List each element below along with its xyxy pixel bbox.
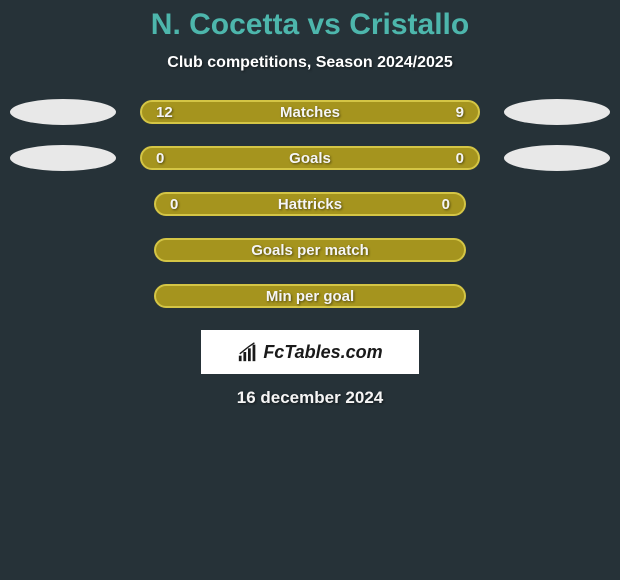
stat-label: Goals — [289, 150, 331, 167]
vs-text: vs — [299, 8, 349, 41]
title-row: N. Cocetta vs Cristallo — [0, 8, 620, 42]
stat-row: 0 Goals 0 — [0, 146, 620, 170]
stat-bar: Min per goal — [154, 284, 466, 308]
stat-row: 12 Matches 9 — [0, 100, 620, 124]
stat-left-value: 12 — [156, 104, 186, 121]
stat-right-value: 9 — [434, 104, 464, 121]
stat-label: Hattricks — [278, 196, 342, 213]
logo-box: FcTables.com — [201, 330, 419, 374]
player1-name: N. Cocetta — [151, 8, 299, 41]
stat-row: Goals per match — [0, 238, 620, 262]
logo-text: FcTables.com — [263, 342, 382, 363]
subtitle: Club competitions, Season 2024/2025 — [0, 54, 620, 72]
stat-row: 0 Hattricks 0 — [0, 192, 620, 216]
stat-bar: 0 Goals 0 — [140, 146, 480, 170]
stat-label: Matches — [280, 104, 340, 121]
stat-bar: 0 Hattricks 0 — [154, 192, 466, 216]
stat-label: Min per goal — [266, 288, 354, 305]
stat-right-value: 0 — [420, 196, 450, 213]
chart-icon — [237, 341, 259, 363]
stat-left-value: 0 — [156, 150, 186, 167]
logo-content: FcTables.com — [237, 341, 382, 363]
stats-container: 12 Matches 9 0 Goals 0 0 Hattricks 0 Goals per ma… — [0, 100, 620, 308]
team-badge-right — [504, 145, 610, 171]
stat-bar: Goals per match — [154, 238, 466, 262]
page-title: N. Cocetta vs Cristallo — [151, 8, 469, 41]
player2-name: Cristallo — [349, 8, 469, 41]
stat-row: Min per goal — [0, 284, 620, 308]
date-line: 16 december 2024 — [0, 388, 620, 408]
team-badge-left — [10, 145, 116, 171]
main-container: N. Cocetta vs Cristallo Club competition… — [0, 0, 620, 408]
stat-label: Goals per match — [251, 242, 369, 259]
team-badge-right — [504, 99, 610, 125]
stat-right-value: 0 — [434, 150, 464, 167]
stat-left-value: 0 — [170, 196, 200, 213]
stat-bar: 12 Matches 9 — [140, 100, 480, 124]
team-badge-left — [10, 99, 116, 125]
